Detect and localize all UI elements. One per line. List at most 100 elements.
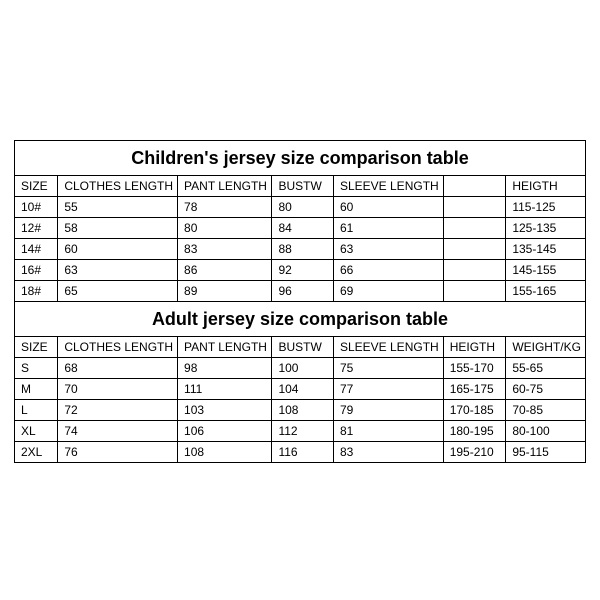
col-clothes-length: CLOTHES LENGTH (58, 337, 178, 358)
children-header-row: SIZE CLOTHES LENGTH PANT LENGTH BUSTW SL… (15, 176, 586, 197)
col-clothes-length: CLOTHES LENGTH (58, 176, 178, 197)
cell: S (15, 358, 58, 379)
cell: 180-195 (443, 421, 506, 442)
cell: 77 (333, 379, 443, 400)
table-row: 18# 65 89 96 69 155-165 (15, 281, 586, 302)
col-size: SIZE (15, 176, 58, 197)
cell: 155-170 (443, 358, 506, 379)
cell: 80 (178, 218, 272, 239)
table-row: 10# 55 78 80 60 115-125 (15, 197, 586, 218)
cell: 60-75 (506, 379, 586, 400)
cell: 60 (333, 197, 443, 218)
cell: 83 (333, 442, 443, 463)
table-row: 12# 58 80 84 61 125-135 (15, 218, 586, 239)
cell: 86 (178, 260, 272, 281)
cell: 165-175 (443, 379, 506, 400)
cell: 83 (178, 239, 272, 260)
cell (443, 260, 506, 281)
cell: 70 (58, 379, 178, 400)
table-row: 16# 63 86 92 66 145-155 (15, 260, 586, 281)
col-size: SIZE (15, 337, 58, 358)
cell: 63 (333, 239, 443, 260)
cell: 55-65 (506, 358, 586, 379)
cell: 14# (15, 239, 58, 260)
col-height: HEIGTH (443, 337, 506, 358)
cell (443, 239, 506, 260)
cell: 195-210 (443, 442, 506, 463)
table-row: XL 74 106 112 81 180-195 80-100 (15, 421, 586, 442)
cell: 96 (272, 281, 334, 302)
size-table: Children's jersey size comparison table … (14, 140, 586, 463)
cell: 145-155 (506, 260, 586, 281)
col-bustw: BUSTW (272, 337, 334, 358)
cell: 74 (58, 421, 178, 442)
cell (443, 197, 506, 218)
cell: XL (15, 421, 58, 442)
cell: 98 (178, 358, 272, 379)
cell: 89 (178, 281, 272, 302)
cell (443, 218, 506, 239)
adult-header-row: SIZE CLOTHES LENGTH PANT LENGTH BUSTW SL… (15, 337, 586, 358)
cell: 125-135 (506, 218, 586, 239)
cell: 63 (58, 260, 178, 281)
children-title: Children's jersey size comparison table (15, 141, 586, 176)
cell: 61 (333, 218, 443, 239)
cell: 80-100 (506, 421, 586, 442)
col-pant-length: PANT LENGTH (178, 337, 272, 358)
col-bustw: BUSTW (272, 176, 334, 197)
cell: 108 (272, 400, 334, 421)
cell: 112 (272, 421, 334, 442)
col-weight: WEIGHT/KG (506, 337, 586, 358)
cell: 75 (333, 358, 443, 379)
col-pant-length: PANT LENGTH (178, 176, 272, 197)
cell: 65 (58, 281, 178, 302)
cell: 69 (333, 281, 443, 302)
cell: 155-165 (506, 281, 586, 302)
cell: 2XL (15, 442, 58, 463)
cell: 84 (272, 218, 334, 239)
cell: 16# (15, 260, 58, 281)
cell: 55 (58, 197, 178, 218)
col-height: HEIGTH (506, 176, 586, 197)
col-sleeve-length: SLEEVE LENGTH (333, 176, 443, 197)
cell: 111 (178, 379, 272, 400)
cell: 68 (58, 358, 178, 379)
cell: 92 (272, 260, 334, 281)
cell: 72 (58, 400, 178, 421)
cell: 81 (333, 421, 443, 442)
cell: 78 (178, 197, 272, 218)
cell (443, 281, 506, 302)
cell: 12# (15, 218, 58, 239)
page-container: Children's jersey size comparison table … (0, 0, 600, 600)
cell: 58 (58, 218, 178, 239)
cell: L (15, 400, 58, 421)
cell: 79 (333, 400, 443, 421)
col-sleeve-length: SLEEVE LENGTH (333, 337, 443, 358)
adult-title-row: Adult jersey size comparison table (15, 302, 586, 337)
cell: 116 (272, 442, 334, 463)
cell: 18# (15, 281, 58, 302)
cell: 95-115 (506, 442, 586, 463)
adult-title: Adult jersey size comparison table (15, 302, 586, 337)
table-row: L 72 103 108 79 170-185 70-85 (15, 400, 586, 421)
cell: 100 (272, 358, 334, 379)
cell: 60 (58, 239, 178, 260)
cell: 66 (333, 260, 443, 281)
cell: 70-85 (506, 400, 586, 421)
table-row: S 68 98 100 75 155-170 55-65 (15, 358, 586, 379)
cell: 106 (178, 421, 272, 442)
cell: 135-145 (506, 239, 586, 260)
cell: 103 (178, 400, 272, 421)
table-row: M 70 111 104 77 165-175 60-75 (15, 379, 586, 400)
cell: 108 (178, 442, 272, 463)
cell: M (15, 379, 58, 400)
cell: 88 (272, 239, 334, 260)
table-row: 2XL 76 108 116 83 195-210 95-115 (15, 442, 586, 463)
children-title-row: Children's jersey size comparison table (15, 141, 586, 176)
cell: 80 (272, 197, 334, 218)
cell: 76 (58, 442, 178, 463)
col-blank (443, 176, 506, 197)
cell: 170-185 (443, 400, 506, 421)
cell: 115-125 (506, 197, 586, 218)
cell: 104 (272, 379, 334, 400)
